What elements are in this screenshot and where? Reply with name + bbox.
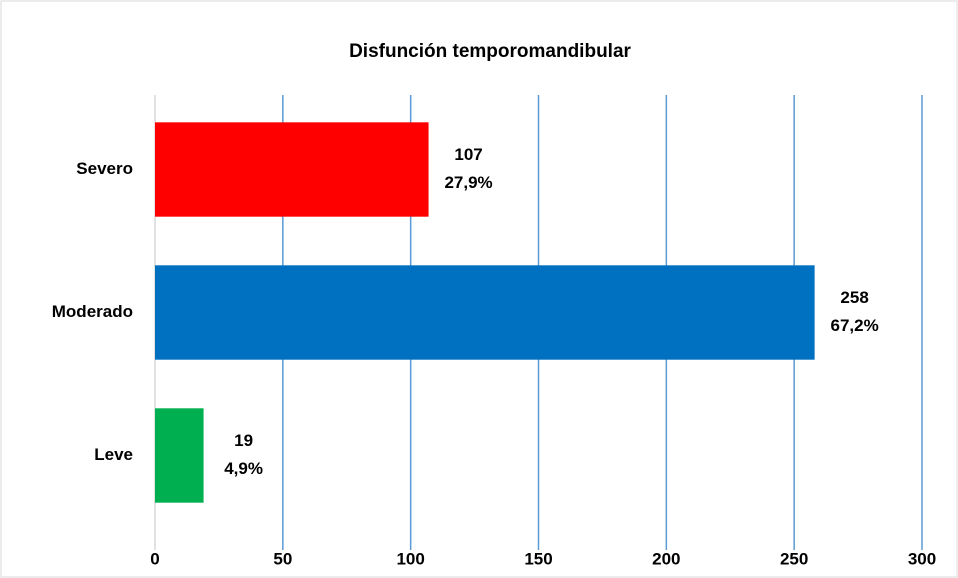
x-tick-label: 250: [780, 549, 808, 568]
value-label: 258: [840, 288, 868, 307]
value-label: 107: [454, 145, 482, 164]
y-tick-label: Moderado: [52, 302, 133, 321]
percent-label: 4,9%: [224, 459, 263, 478]
y-tick-label: Severo: [76, 159, 133, 178]
x-tick-label: 150: [524, 549, 552, 568]
bar: [155, 265, 815, 360]
x-tick-label: 50: [273, 549, 292, 568]
percent-label: 67,2%: [831, 316, 879, 335]
x-tick-label: 0: [150, 549, 159, 568]
y-tick-label: Leve: [94, 445, 133, 464]
x-tick-label: 200: [652, 549, 680, 568]
chart-title: Disfunción temporomandibular: [349, 41, 631, 62]
percent-label: 27,9%: [444, 173, 492, 192]
value-label: 19: [234, 431, 253, 450]
bar: [155, 408, 204, 503]
x-tick-label: 300: [908, 549, 936, 568]
bar: [155, 122, 429, 217]
x-tick-label: 100: [396, 549, 424, 568]
